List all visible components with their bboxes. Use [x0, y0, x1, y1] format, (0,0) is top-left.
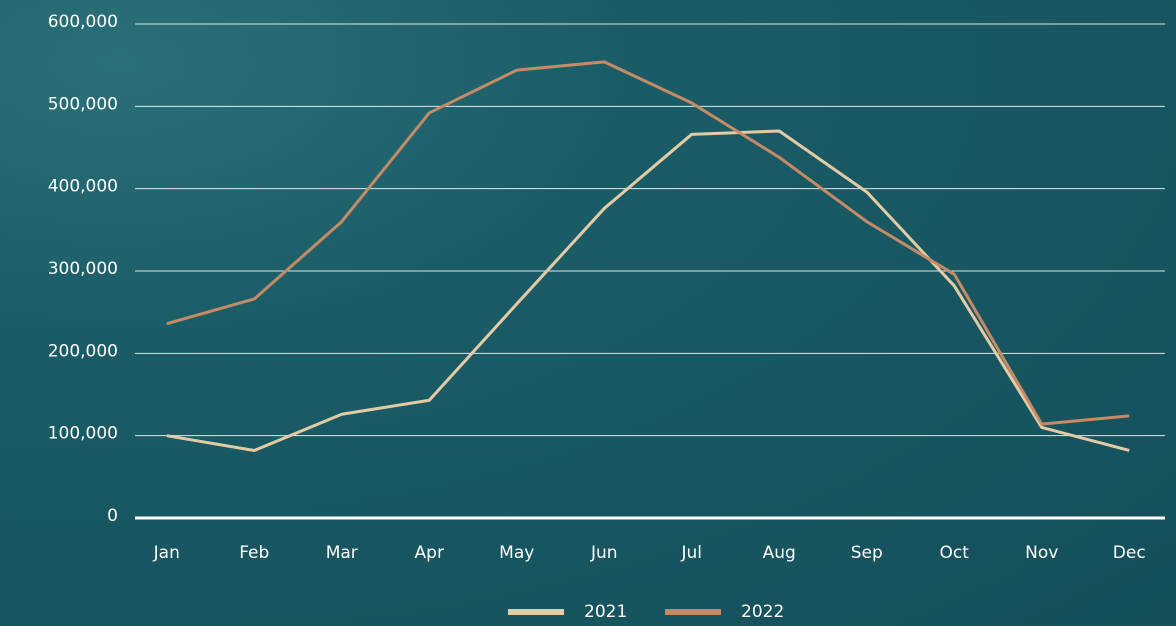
x-tick-label: Mar — [326, 543, 358, 563]
x-tick-label: May — [499, 543, 534, 563]
y-tick-label: 600,000 — [48, 12, 118, 32]
legend-label: 2022 — [741, 602, 784, 622]
x-tick-label: Aug — [763, 543, 796, 563]
y-tick-label: 0 — [107, 506, 118, 526]
y-tick-label: 100,000 — [48, 424, 118, 444]
x-tick-label: Oct — [940, 543, 970, 563]
legend-label: 2021 — [584, 602, 627, 622]
x-tick-label: Jan — [153, 543, 180, 563]
x-tick-label: Jun — [590, 543, 618, 563]
x-tick-label: Dec — [1113, 543, 1146, 563]
y-tick-label: 300,000 — [48, 259, 118, 279]
x-tick-label: Feb — [239, 543, 269, 563]
series-line — [166, 60, 1130, 426]
x-tick-label: Apr — [415, 543, 444, 563]
y-tick-label: 200,000 — [48, 341, 118, 361]
x-tick-label: Jul — [680, 543, 702, 563]
x-tick-label: Sep — [851, 543, 883, 563]
y-tick-label: 500,000 — [48, 94, 118, 114]
series-line — [166, 129, 1130, 452]
y-tick-label: 400,000 — [48, 177, 118, 197]
x-tick-label: Nov — [1025, 543, 1058, 563]
